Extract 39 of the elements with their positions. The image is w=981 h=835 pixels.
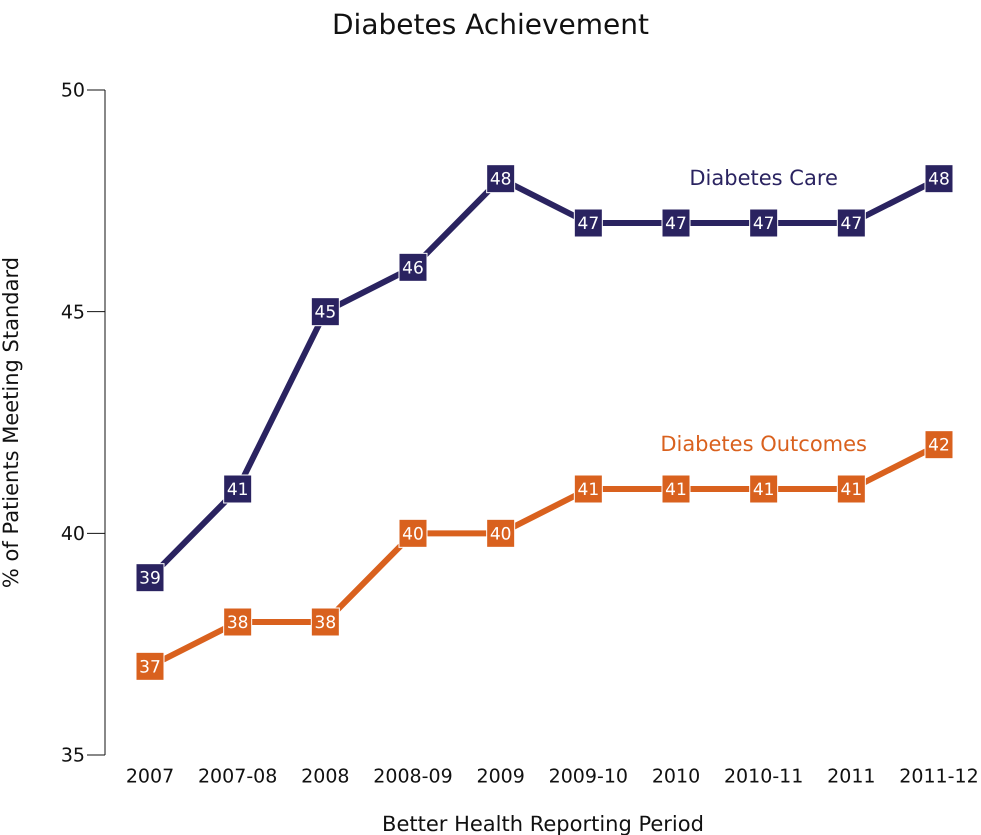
- data-label: 38: [314, 613, 336, 634]
- data-label: 46: [402, 258, 424, 278]
- data-label: 37: [139, 657, 161, 678]
- x-tick-label: 2008: [301, 765, 350, 788]
- data-label: 39: [139, 568, 161, 589]
- x-tick-label: 2009-10: [548, 765, 628, 788]
- x-tick-label: 2010: [652, 765, 700, 788]
- data-label: 47: [752, 214, 774, 234]
- x-axis-title: Better Health Reporting Period: [382, 812, 704, 835]
- chart-title: Diabetes Achievement: [330, 8, 650, 41]
- y-tick-label: 35: [60, 744, 85, 767]
- data-label: 48: [928, 170, 950, 190]
- data-label: 47: [665, 214, 687, 234]
- x-tick-label: 2009: [476, 765, 525, 788]
- data-label: 47: [578, 214, 600, 234]
- data-label: 48: [490, 170, 512, 190]
- y-axis-title: % of Patients Meeting Standard: [0, 256, 23, 588]
- data-label: 41: [578, 480, 600, 500]
- x-tick-label: 2011-12: [899, 765, 979, 788]
- series-label: Diabetes Outcomes: [660, 432, 868, 456]
- data-label: 40: [402, 524, 424, 544]
- y-tick-label: 50: [60, 80, 85, 102]
- series-label: Diabetes Care: [689, 166, 838, 190]
- x-tick-label: 2010-11: [724, 765, 804, 788]
- data-label: 41: [665, 480, 687, 500]
- data-label: 40: [490, 524, 512, 544]
- data-label: 45: [314, 302, 336, 323]
- x-tick-label: 2007-08: [198, 765, 278, 788]
- y-tick-label: 40: [60, 523, 85, 546]
- data-label: 38: [226, 613, 248, 634]
- data-label: 47: [840, 214, 862, 234]
- data-label: 41: [840, 480, 862, 500]
- data-label: 41: [226, 480, 248, 500]
- data-label: 41: [752, 480, 774, 500]
- x-tick-label: 2011: [827, 765, 876, 788]
- x-tick-label: 2008-09: [373, 765, 453, 788]
- y-tick-label: 45: [60, 301, 85, 324]
- data-label: 42: [928, 436, 950, 456]
- x-tick-label: 2007: [126, 765, 174, 788]
